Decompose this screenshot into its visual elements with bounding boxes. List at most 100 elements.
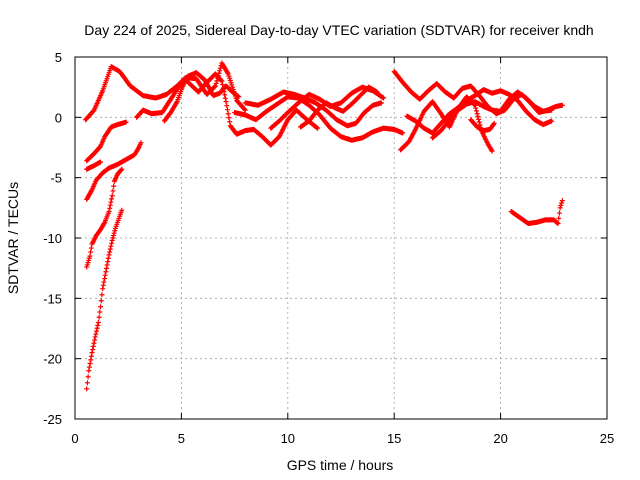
x-tick-label: 0	[71, 431, 78, 446]
data-point	[102, 276, 108, 282]
series-arc-18	[508, 198, 565, 227]
series-arc-9	[232, 94, 406, 143]
data-point	[90, 346, 96, 352]
y-tick-label: -25	[43, 412, 62, 427]
data-point	[88, 357, 94, 363]
data-point	[556, 210, 562, 216]
data-point	[84, 380, 90, 386]
data-point	[138, 140, 144, 146]
data-point	[118, 167, 124, 173]
data-point	[98, 304, 104, 310]
data-point	[555, 221, 561, 227]
data-point	[242, 107, 248, 113]
data-point	[476, 119, 482, 125]
data-point	[315, 125, 321, 131]
series-arc-17	[468, 117, 497, 134]
data-series	[83, 60, 565, 392]
data-point	[105, 259, 111, 265]
data-point	[236, 94, 242, 100]
data-point	[473, 105, 479, 111]
data-point	[220, 85, 226, 91]
data-point	[242, 106, 248, 112]
data-point	[91, 340, 97, 346]
x-axis-label: GPS time / hours	[287, 457, 394, 473]
data-point	[119, 207, 125, 213]
data-point	[491, 120, 497, 126]
data-point	[108, 243, 114, 249]
series-arc-5	[84, 166, 125, 270]
data-point	[559, 198, 565, 204]
data-point	[93, 331, 99, 337]
data-point	[220, 82, 226, 88]
x-tick-label: 25	[600, 431, 614, 446]
axis-ticks	[74, 56, 608, 420]
data-point	[110, 235, 116, 241]
data-point	[221, 88, 227, 94]
series-arc-4	[84, 140, 144, 202]
data-point	[223, 99, 229, 105]
series-arc-3	[84, 159, 104, 172]
data-point	[474, 111, 480, 117]
data-point	[400, 130, 406, 136]
data-point	[110, 188, 116, 194]
data-point	[111, 230, 117, 236]
data-point	[111, 183, 117, 189]
data-point	[225, 107, 231, 113]
data-point	[489, 148, 495, 154]
data-point	[109, 240, 115, 246]
data-point	[99, 292, 105, 298]
data-point	[107, 246, 113, 252]
data-point	[224, 103, 230, 109]
data-point	[109, 196, 115, 202]
data-point	[89, 350, 95, 356]
data-point	[109, 193, 115, 199]
series-arc-12	[298, 84, 380, 130]
series-arc-16	[430, 89, 555, 141]
data-point	[214, 78, 220, 84]
data-point	[381, 95, 387, 101]
y-tick-label: -10	[43, 231, 62, 246]
data-point	[105, 255, 111, 261]
data-point	[491, 121, 497, 127]
data-point	[88, 249, 94, 255]
data-point	[219, 78, 225, 84]
data-point	[112, 228, 118, 234]
data-point	[92, 337, 98, 343]
data-point	[222, 92, 228, 98]
series-arc-8	[161, 71, 321, 148]
data-point	[86, 368, 92, 374]
data-point	[119, 166, 125, 172]
data-point	[87, 253, 93, 259]
data-point	[90, 343, 96, 349]
y-tick-label: -15	[43, 291, 62, 306]
data-point	[549, 118, 555, 124]
data-point	[104, 262, 110, 268]
y-tick-label: -5	[50, 171, 62, 186]
data-point	[107, 202, 113, 208]
data-point	[84, 386, 90, 392]
data-point	[103, 269, 109, 275]
data-point	[557, 205, 563, 211]
data-point	[98, 298, 104, 304]
data-point	[378, 100, 384, 106]
data-point	[107, 205, 113, 211]
x-tick-label: 15	[387, 431, 401, 446]
data-point	[106, 208, 112, 214]
data-point	[94, 325, 100, 331]
data-point	[559, 102, 565, 108]
data-point	[100, 282, 106, 288]
data-point	[123, 119, 129, 125]
data-point	[98, 159, 104, 165]
data-point	[107, 249, 113, 255]
data-point	[476, 116, 482, 122]
data-point	[85, 374, 91, 380]
data-point	[559, 200, 565, 206]
data-point	[212, 84, 218, 90]
data-point	[475, 114, 481, 120]
x-tick-labels: 0 5 10 15 20 25	[71, 431, 614, 446]
data-point	[100, 286, 106, 292]
data-point	[87, 360, 93, 366]
y-tick-label: 5	[55, 50, 62, 65]
data-point	[212, 83, 218, 89]
data-point	[95, 322, 101, 328]
